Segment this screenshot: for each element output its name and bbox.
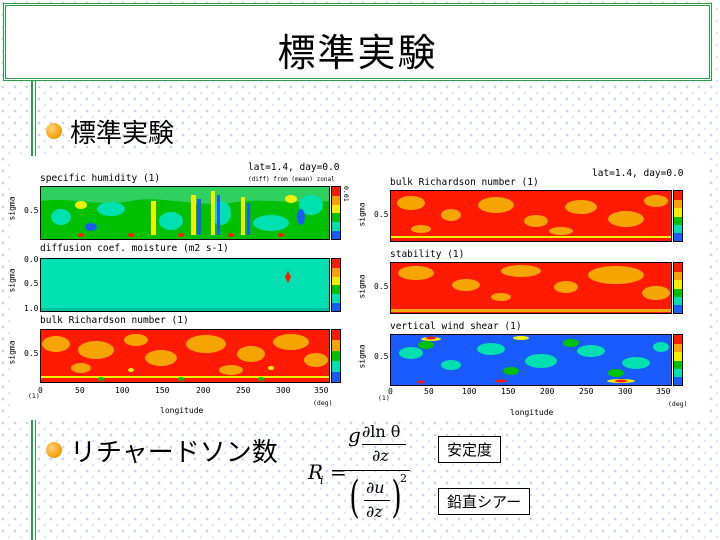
x-axis-label-left: longitude xyxy=(160,406,204,415)
bullet-text-1: 標準実験 xyxy=(70,119,175,149)
x-axis-label-right: longitude xyxy=(510,408,554,417)
unit-right: (1) xyxy=(378,394,390,402)
y-tick: 0.0 xyxy=(24,255,39,264)
x-tick: 350 xyxy=(656,387,671,396)
cbar-label: 0.01 xyxy=(342,186,350,202)
y-axis-label: sigma xyxy=(7,196,17,221)
formula-paren-right: ) xyxy=(391,472,402,523)
colorbar-specific-humidity xyxy=(331,186,341,240)
panel-title-bulk-richardson-left: bulk Richardson number (1) xyxy=(40,315,189,326)
formula-g: g xyxy=(348,423,361,447)
plot-diffusion xyxy=(40,258,330,312)
right-meta: lat=1.4, day=0.0 xyxy=(592,168,684,179)
colorbar-bulk-richardson-right xyxy=(673,190,683,242)
plot-stability xyxy=(390,262,672,314)
left-meta: lat=1.4, day=0.0 xyxy=(248,162,340,173)
x-tick: 300 xyxy=(276,386,291,395)
slide-title: 標準実験 xyxy=(277,31,438,75)
formula-den-top: ∂u xyxy=(366,478,385,497)
stability-label: 安定度 xyxy=(438,436,502,463)
x-tick: 250 xyxy=(236,386,251,395)
bullet-icon xyxy=(46,442,62,458)
x-tick: 150 xyxy=(501,387,516,396)
formula-paren-left: ( xyxy=(349,472,360,523)
formula-num-bottom: ∂z xyxy=(372,446,389,465)
plot-wind-shear xyxy=(390,334,672,386)
panel-title-stability: stability (1) xyxy=(390,249,465,260)
shear-label: 鉛直シアー xyxy=(438,488,531,515)
x-tick: 50 xyxy=(75,386,85,395)
formula-main-bar xyxy=(344,470,410,471)
x-tick: 0 xyxy=(38,386,43,395)
panel-title-bulk-richardson-right: bulk Richardson number (1) xyxy=(390,177,539,188)
panel-title-specific-humidity: specific humidity (1) xyxy=(40,173,161,184)
x-tick: 300 xyxy=(618,387,633,396)
colorbar-wind-shear xyxy=(673,334,683,386)
x-tick: 100 xyxy=(462,387,477,396)
formula-lhs: R xyxy=(308,460,324,484)
x-tick: 250 xyxy=(579,387,594,396)
plot-bulk-richardson-right xyxy=(390,190,672,242)
x-tick: 100 xyxy=(115,386,130,395)
y-axis-label: sigma xyxy=(357,274,367,299)
bullet-icon xyxy=(46,123,62,139)
unit-left: (1) xyxy=(28,392,40,400)
panel-title-wind-shear: vertical wind shear (1) xyxy=(390,321,522,332)
formula-lhs-sub: i xyxy=(320,474,324,487)
unit-deg-left: (deg) xyxy=(313,399,333,407)
y-axis-label: sigma xyxy=(357,202,367,227)
formula-num-inner-bar xyxy=(362,444,406,445)
x-tick: 0 xyxy=(388,387,393,396)
x-tick: 50 xyxy=(424,387,434,396)
formula-den-inner-bar xyxy=(364,500,390,501)
y-tick: 0.5 xyxy=(24,349,39,358)
y-axis-label: sigma xyxy=(357,344,367,369)
bullet-text-2: リチャードソン数 xyxy=(70,438,278,468)
plot-bulk-richardson-left xyxy=(40,329,330,383)
plot-specific-humidity xyxy=(40,186,330,240)
panel-title-diffusion: diffusion coef. moisture (m2 s-1) xyxy=(40,243,229,254)
x-tick: 200 xyxy=(540,387,555,396)
formula-den-bottom: ∂z xyxy=(366,502,383,521)
x-tick: 200 xyxy=(196,386,211,395)
richardson-formula: R i = g ∂ln θ ∂z ( ∂u ∂z ) 2 xyxy=(300,420,420,530)
formula-num-top: ∂ln θ xyxy=(362,422,401,441)
simulation-figure: lat=1.4, day=0.0 (diff) from (mean) zona… xyxy=(7,156,706,420)
y-tick: 0.5 xyxy=(374,352,389,361)
y-tick: 0.5 xyxy=(24,206,39,215)
colorbar-stability xyxy=(673,262,683,314)
y-axis-label: sigma xyxy=(7,340,17,365)
left-meta-sub: (diff) from (mean) zonal xyxy=(248,176,335,183)
title-box: 標準実験 xyxy=(3,3,712,81)
y-tick: 1.0 xyxy=(24,304,39,313)
x-tick: 150 xyxy=(155,386,170,395)
y-tick: 0.5 xyxy=(374,282,389,291)
y-tick: 0.5 xyxy=(24,279,39,288)
x-tick: 350 xyxy=(314,386,329,395)
formula-equals: = xyxy=(330,460,347,484)
unit-deg-right: (deg) xyxy=(668,400,688,408)
y-axis-label: sigma xyxy=(7,268,17,293)
colorbar-bulk-richardson-left xyxy=(331,329,341,383)
formula-exponent: 2 xyxy=(400,472,407,485)
y-tick: 0.5 xyxy=(374,210,389,219)
colorbar-diffusion xyxy=(331,258,341,312)
